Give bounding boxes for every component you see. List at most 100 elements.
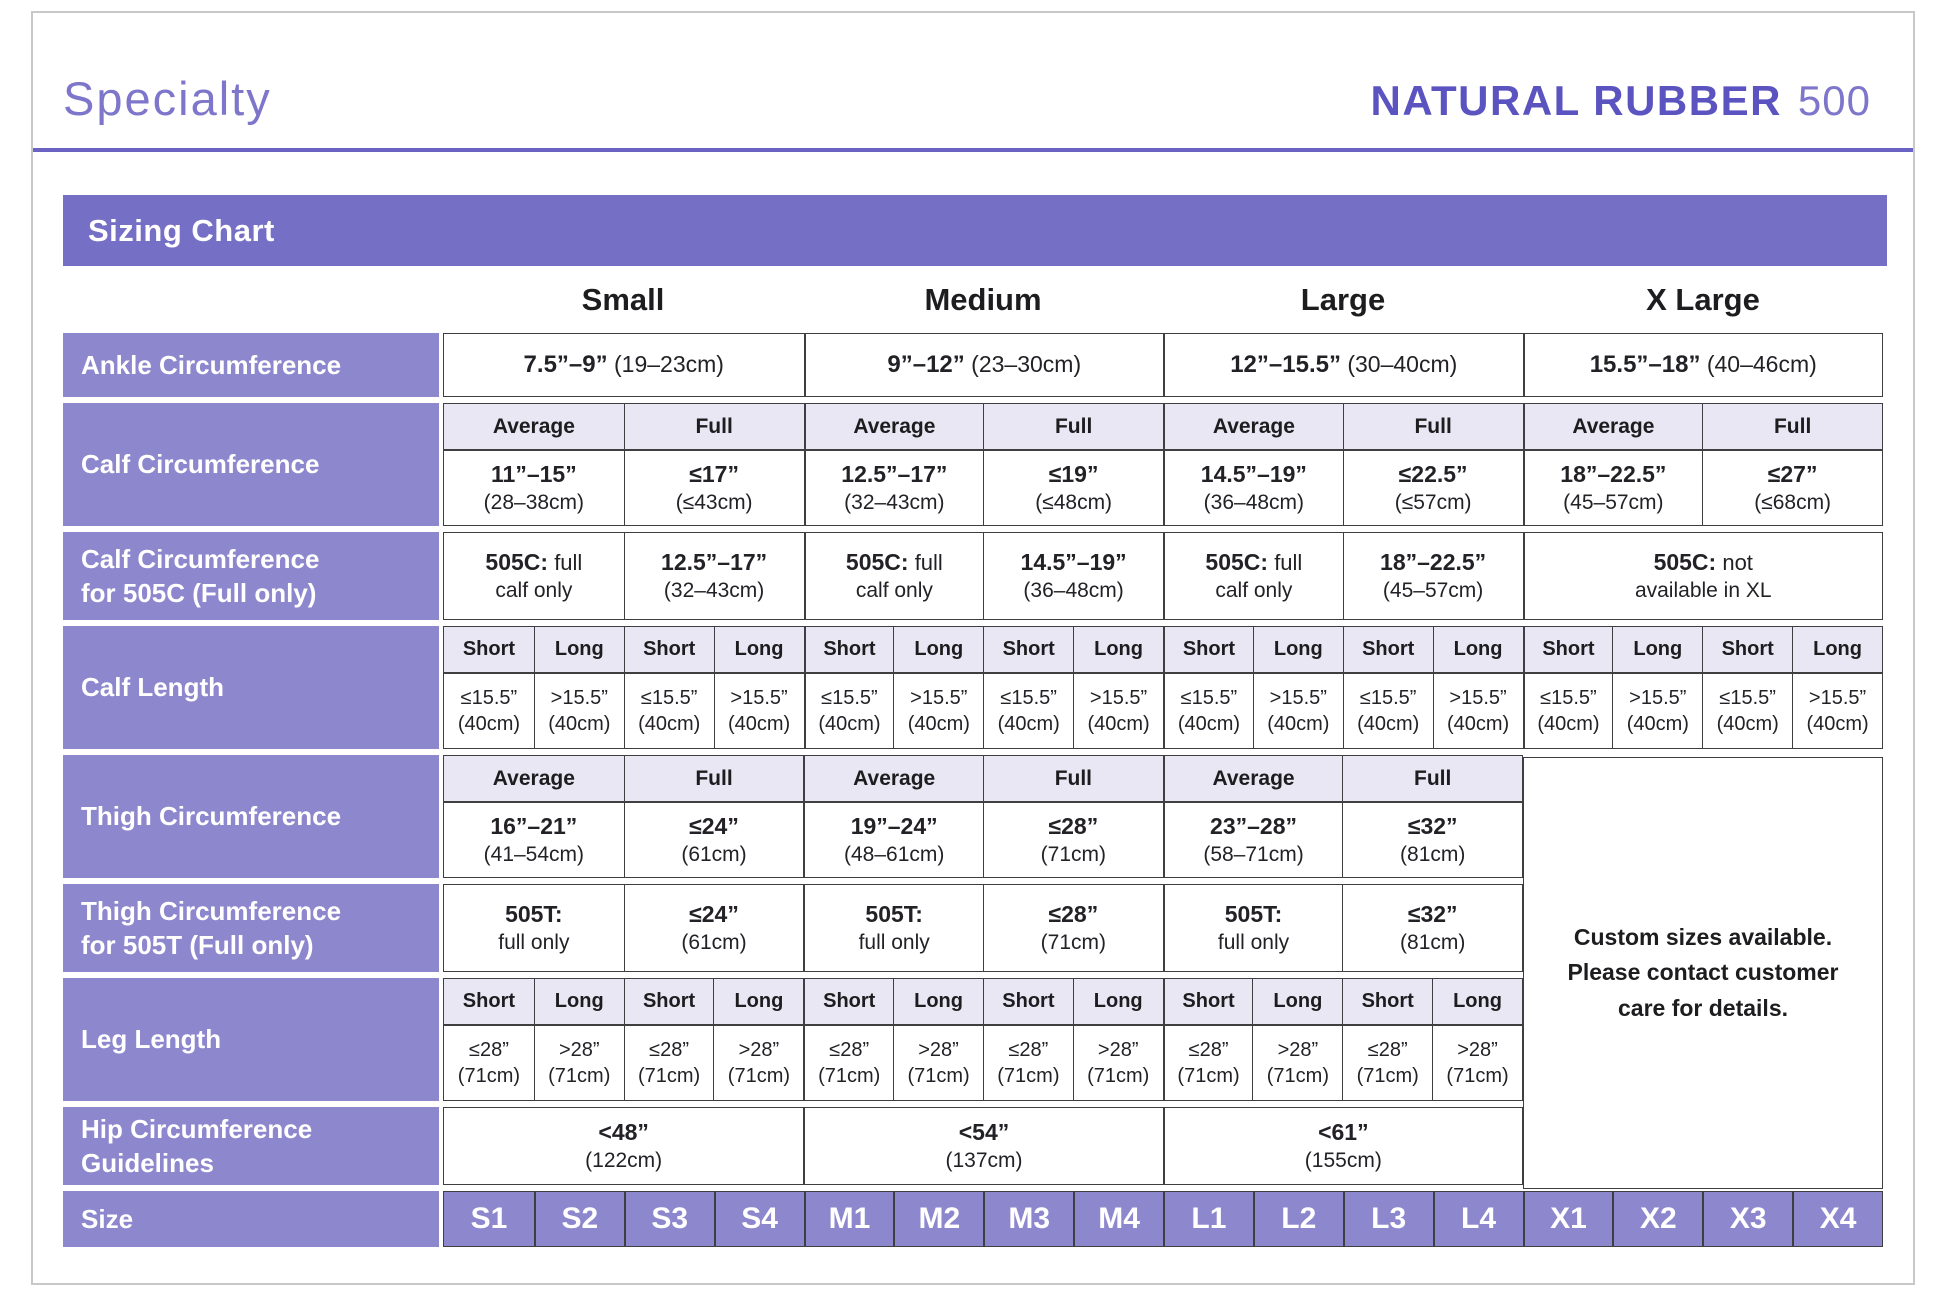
- value-cell: 12.5”–17” (32–43cm): [623, 533, 804, 619]
- value-sub: (155cm): [1304, 1149, 1382, 1173]
- row-hip-circumference-guidelines: Hip Circumference Guidelines <48” (122cm) <5…: [63, 1107, 1883, 1185]
- value-main: 505C: full: [846, 548, 943, 577]
- value-sub: (71cm): [1087, 1064, 1150, 1087]
- value-main: 12.5”–17”: [841, 460, 947, 489]
- subheader-long: Long: [893, 627, 984, 672]
- value-main: 14.5”–19”: [1021, 548, 1127, 577]
- subheader-average: Average: [444, 404, 624, 449]
- value-sub: (40cm): [907, 712, 970, 735]
- custom-note-line: Please contact customer: [1567, 959, 1839, 986]
- subheader-long: Long: [1432, 979, 1522, 1024]
- value-bold: 14.5”–19”: [1200, 460, 1307, 487]
- value-main: ≤15.5”: [1719, 686, 1776, 711]
- value-text: ≤28”: [468, 1038, 509, 1061]
- value-bold: 16”–21”: [490, 812, 578, 839]
- value-bold: 18”–22.5”: [1380, 548, 1487, 575]
- subheader-short: Short: [1163, 627, 1253, 672]
- value-cell: ≤28” (71cm): [982, 1026, 1073, 1100]
- value-sub: full only: [1217, 931, 1290, 955]
- row-label-line: Hip Circumference: [81, 1113, 313, 1144]
- value-cell: <48” (122cm): [444, 1108, 803, 1184]
- size-cell-s4: S4: [713, 1192, 804, 1246]
- size-cell-x2: X2: [1612, 1192, 1703, 1246]
- value-sub: (40cm): [638, 712, 701, 735]
- value-sub: (≤43cm): [675, 491, 753, 515]
- value-main: ≤15.5”: [1360, 686, 1417, 711]
- value-main: >15.5”: [1809, 686, 1866, 711]
- value-main: ≤32”: [1408, 812, 1458, 841]
- value-bold: <54”: [958, 1118, 1010, 1145]
- value-sub: (71cm): [1356, 1064, 1419, 1087]
- value-main: ≤28”: [1048, 900, 1098, 929]
- subheader-short: Short: [1342, 627, 1433, 672]
- subheader-short: Short: [803, 627, 894, 672]
- value-text: >28”: [1457, 1038, 1498, 1061]
- value-cell: 505C: full calf only: [444, 533, 624, 619]
- column-header-small: Small: [581, 281, 665, 317]
- sizing-chart-banner: Sizing Chart: [63, 195, 1887, 266]
- value-cell: ≤28” (71cm): [1342, 1026, 1432, 1100]
- value-main: 14.5”–19”: [1201, 460, 1307, 489]
- value-sub: (61cm): [681, 843, 747, 867]
- row-data-thigh-circumference: Average Full Average Full Average Full 16”–21”…: [443, 755, 1523, 878]
- row-label-calf-circumference-505c: Calf Circumference for 505C (Full only): [63, 532, 439, 620]
- value-main: ≤15.5”: [461, 686, 518, 711]
- row-data-thigh-circumference-505t: 505T: full only ≤24” (61cm) 505T: full only ≤2…: [443, 884, 1523, 972]
- value-text: ≤28”: [829, 1038, 870, 1061]
- value-bold: <61”: [1318, 1118, 1369, 1145]
- value-sub: (71cm): [1040, 931, 1107, 955]
- subheader-row: Average Full Average Full Average Full Average…: [444, 404, 1882, 451]
- value-sub: (40cm): [1537, 712, 1600, 735]
- value-main: >28”: [1457, 1038, 1498, 1063]
- value-bold: 12”–15.5”: [1230, 351, 1341, 378]
- value-main: 9”–12” (23–30cm): [887, 350, 1081, 380]
- value-main: ≤27”: [1768, 460, 1818, 489]
- value-main: >15.5”: [910, 686, 967, 711]
- row-calf-length: Calf Length Short Long Short Long Short Long Sh…: [63, 626, 1883, 749]
- value-row: 11”–15” (28–38cm) ≤17” (≤43cm) 12.5”–17” (32–…: [444, 451, 1882, 525]
- value-main: <54”: [959, 1118, 1010, 1147]
- value-text: >28”: [738, 1038, 780, 1061]
- value-main: 18”–22.5”: [1560, 460, 1666, 489]
- value-main: 505T:: [1225, 900, 1283, 929]
- value-text: >15.5”: [730, 686, 788, 709]
- size-cell-x3: X3: [1702, 1192, 1793, 1246]
- value-sub: calf only: [855, 579, 933, 603]
- value-sub: (36–48cm): [1203, 491, 1305, 515]
- column-header-x-large: X Large: [1646, 281, 1760, 317]
- subheader-long: Long: [1612, 627, 1703, 672]
- value-text: ≤15.5”: [1359, 686, 1417, 709]
- value-cell: ≤24” (61cm): [623, 885, 804, 971]
- value-sub: full only: [498, 931, 570, 955]
- row-size: Size S1 S2 S3 S4 M1 M2 M3 M4 L1 L2 L3 L4 X1 X2 X3 X4: [63, 1191, 1883, 1247]
- size-cell-s3: S3: [623, 1192, 714, 1246]
- value-cell: 23”–28” (58–71cm): [1162, 803, 1343, 877]
- value-sub: (45–57cm): [1382, 579, 1484, 603]
- value-main: ≤15.5”: [1000, 686, 1057, 711]
- column-header-large: Large: [1300, 281, 1386, 317]
- value-main: ≤19”: [1049, 460, 1099, 489]
- value-cell: 15.5”–18” (40–46cm): [1522, 334, 1883, 396]
- row-label-size: Size: [63, 1191, 439, 1247]
- value-main: ≤17”: [689, 460, 739, 489]
- value-cell: ≤24” (61cm): [623, 803, 804, 877]
- value-main: >28”: [1098, 1038, 1139, 1063]
- value-cell: 18”–22.5” (45–57cm): [1522, 451, 1703, 525]
- value-cell: 12”–15.5” (30–40cm): [1163, 334, 1523, 396]
- value-text: ≤28”: [1008, 1038, 1049, 1061]
- subheader-full: Full: [1342, 756, 1523, 801]
- value-sub: (58–71cm): [1203, 843, 1304, 867]
- value-sub: (71cm): [907, 1064, 970, 1087]
- value-cell: 505T: full only: [1162, 885, 1343, 971]
- document-page: Specialty NATURAL RUBBER 500 Sizing Chart…: [31, 11, 1915, 1285]
- value-cell: >15.5” (40cm): [1792, 674, 1882, 748]
- brand-title: Specialty: [63, 72, 272, 125]
- value-text: >28”: [918, 1038, 959, 1061]
- row-ankle-circumference: Ankle Circumference 7.5”–9” (19–23cm) 9”–1…: [63, 333, 1883, 397]
- value-sub: (40cm): [1267, 712, 1330, 735]
- value-main: ≤22.5”: [1399, 460, 1468, 489]
- value-sub: (40cm): [818, 712, 881, 735]
- value-cell: 505T: full only: [444, 885, 624, 971]
- value-sub: (71cm): [997, 1064, 1060, 1087]
- subheader-full: Full: [1702, 404, 1882, 449]
